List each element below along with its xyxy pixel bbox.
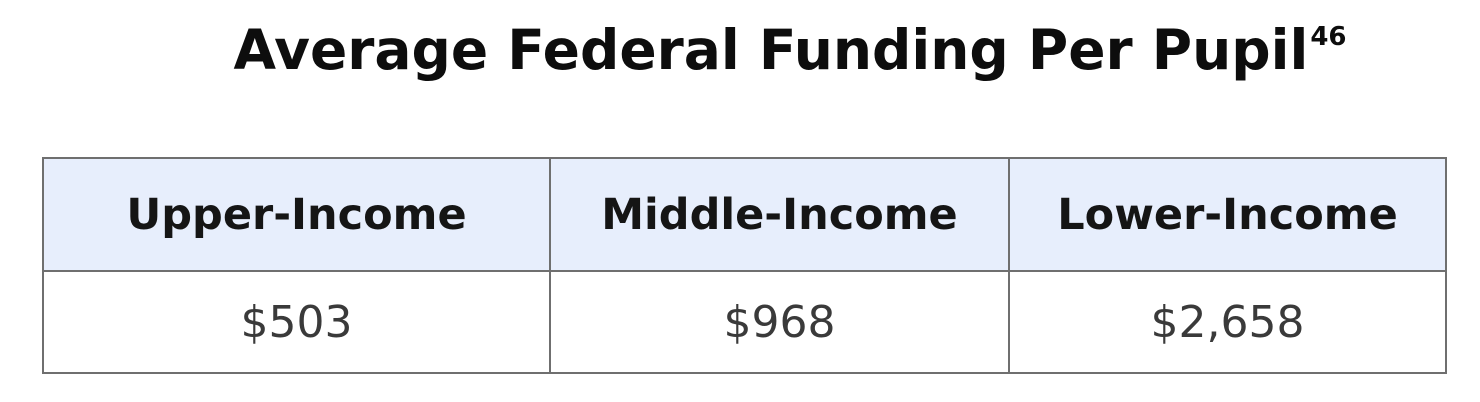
column-header-middle-income: Middle-Income	[549, 157, 1010, 272]
column-header-lower-income: Lower-Income	[1008, 157, 1447, 272]
footnote-marker: 46	[1310, 22, 1347, 52]
cell-upper-income-funding: $503	[42, 270, 551, 374]
table-header-row: Upper-Income Middle-Income Lower-Income	[42, 157, 1447, 272]
cell-middle-income-funding: $968	[549, 270, 1010, 374]
table-row: $503 $968 $2,658	[42, 270, 1447, 374]
table-title: Average Federal Funding Per Pupil46	[0, 18, 1480, 82]
column-header-upper-income: Upper-Income	[42, 157, 551, 272]
cell-lower-income-funding: $2,658	[1008, 270, 1447, 374]
funding-table: Upper-Income Middle-Income Lower-Income …	[42, 157, 1447, 374]
table-title-text: Average Federal Funding Per Pupil	[233, 18, 1309, 82]
